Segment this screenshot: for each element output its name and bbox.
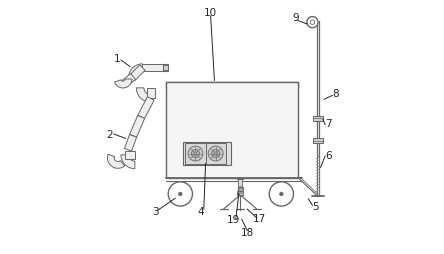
Text: 10: 10 [204,8,217,18]
Bar [183,142,231,165]
Circle shape [214,152,217,155]
Polygon shape [121,73,135,88]
Circle shape [280,192,283,196]
Bar [237,192,243,195]
Text: 17: 17 [253,214,266,224]
Bar [186,144,206,164]
Polygon shape [136,88,151,102]
Text: 1: 1 [114,54,120,64]
Circle shape [194,152,197,155]
Text: 4: 4 [197,207,204,217]
Bar [166,82,298,88]
Polygon shape [147,88,155,99]
Circle shape [191,150,199,157]
Text: 2: 2 [106,130,113,140]
Bar [237,178,243,179]
Text: 19: 19 [227,215,240,226]
Circle shape [178,192,182,196]
Text: 6: 6 [325,151,331,161]
Text: 5: 5 [312,202,319,212]
Text: 9: 9 [292,13,298,23]
Polygon shape [107,154,125,168]
Text: 18: 18 [241,228,254,238]
Polygon shape [121,155,135,169]
Bar [317,156,319,195]
Bar [206,144,226,164]
Text: 3: 3 [152,207,159,217]
Circle shape [212,150,220,157]
Polygon shape [124,135,137,151]
Bar [166,82,298,178]
Polygon shape [115,79,132,88]
Bar [238,179,242,189]
Text: 7: 7 [325,119,331,130]
Bar [238,187,243,192]
Polygon shape [130,115,145,137]
Text: 8: 8 [333,89,339,99]
Circle shape [168,182,192,206]
Polygon shape [130,65,145,81]
Bar [163,64,168,71]
Polygon shape [128,64,143,78]
Polygon shape [143,64,165,71]
Polygon shape [138,97,154,119]
Bar [313,116,323,121]
Circle shape [310,20,315,24]
Circle shape [208,146,223,161]
Circle shape [269,182,293,206]
Circle shape [188,146,203,161]
Polygon shape [125,151,135,158]
Bar [313,138,323,144]
Circle shape [307,17,318,28]
